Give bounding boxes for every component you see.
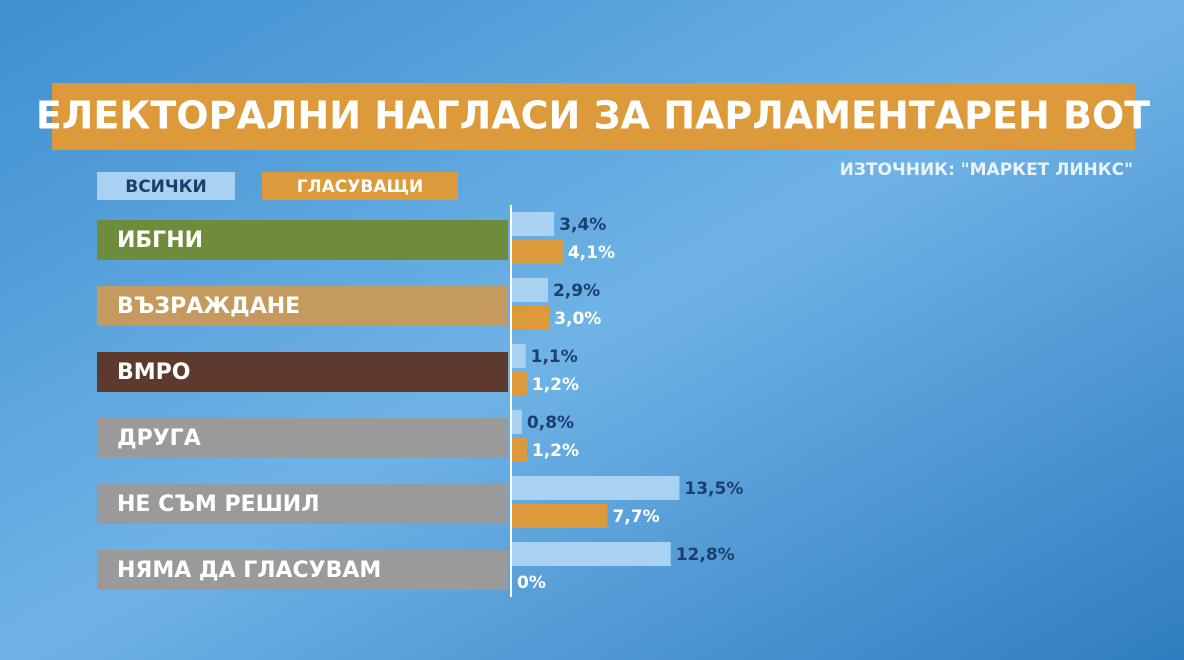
category-bar <box>97 418 508 458</box>
legend-label: ГЛАСУВАЩИ <box>297 177 424 197</box>
value-label: 3,0% <box>554 309 601 329</box>
bar <box>512 344 526 368</box>
category-bar <box>97 550 508 590</box>
value-label: 4,1% <box>568 243 615 263</box>
value-label: 7,7% <box>612 507 659 527</box>
title-bar <box>52 83 1135 150</box>
value-label: 2,9% <box>553 281 600 301</box>
category-label: ИБГНИ <box>117 228 203 253</box>
bar <box>512 212 555 236</box>
category-label: ВЪЗРАЖДАНЕ <box>117 294 300 319</box>
legend-swatch <box>97 172 235 200</box>
value-label: 1,2% <box>532 441 579 461</box>
legend-swatch <box>262 172 458 200</box>
category-label: НЯМА ДА ГЛАСУВАМ <box>117 558 381 583</box>
category-bar <box>97 220 508 260</box>
legend-label: ВСИЧКИ <box>125 177 207 197</box>
value-label: 12,8% <box>676 545 735 565</box>
source: ИЗТОЧНИК: "МАРКЕТ ЛИНКС" <box>840 160 1133 180</box>
value-label: 0,8% <box>527 413 574 433</box>
value-label: 1,1% <box>531 347 578 367</box>
chart-title: ЕЛЕКТОРАЛНИ НАГЛАСИ ЗА ПАРЛАМЕНТАРЕН ВОТ <box>36 94 1150 138</box>
bar <box>512 240 563 264</box>
bar <box>512 306 550 330</box>
category-bar <box>97 484 508 524</box>
bar <box>512 438 527 462</box>
category-bar <box>97 286 508 326</box>
bar <box>512 476 680 500</box>
bar <box>512 542 671 566</box>
category-bar <box>97 352 508 392</box>
category-label: ДРУГА <box>117 426 201 451</box>
value-label: 0% <box>517 573 546 593</box>
bar <box>512 504 608 528</box>
bar <box>512 278 548 302</box>
value-label: 13,5% <box>684 479 743 499</box>
bar <box>512 410 522 434</box>
value-label: 3,4% <box>559 215 606 235</box>
bar <box>512 372 527 396</box>
category-label: НЕ СЪМ РЕШИЛ <box>117 492 319 517</box>
value-label: 1,2% <box>532 375 579 395</box>
category-label: ВМРО <box>117 360 191 385</box>
